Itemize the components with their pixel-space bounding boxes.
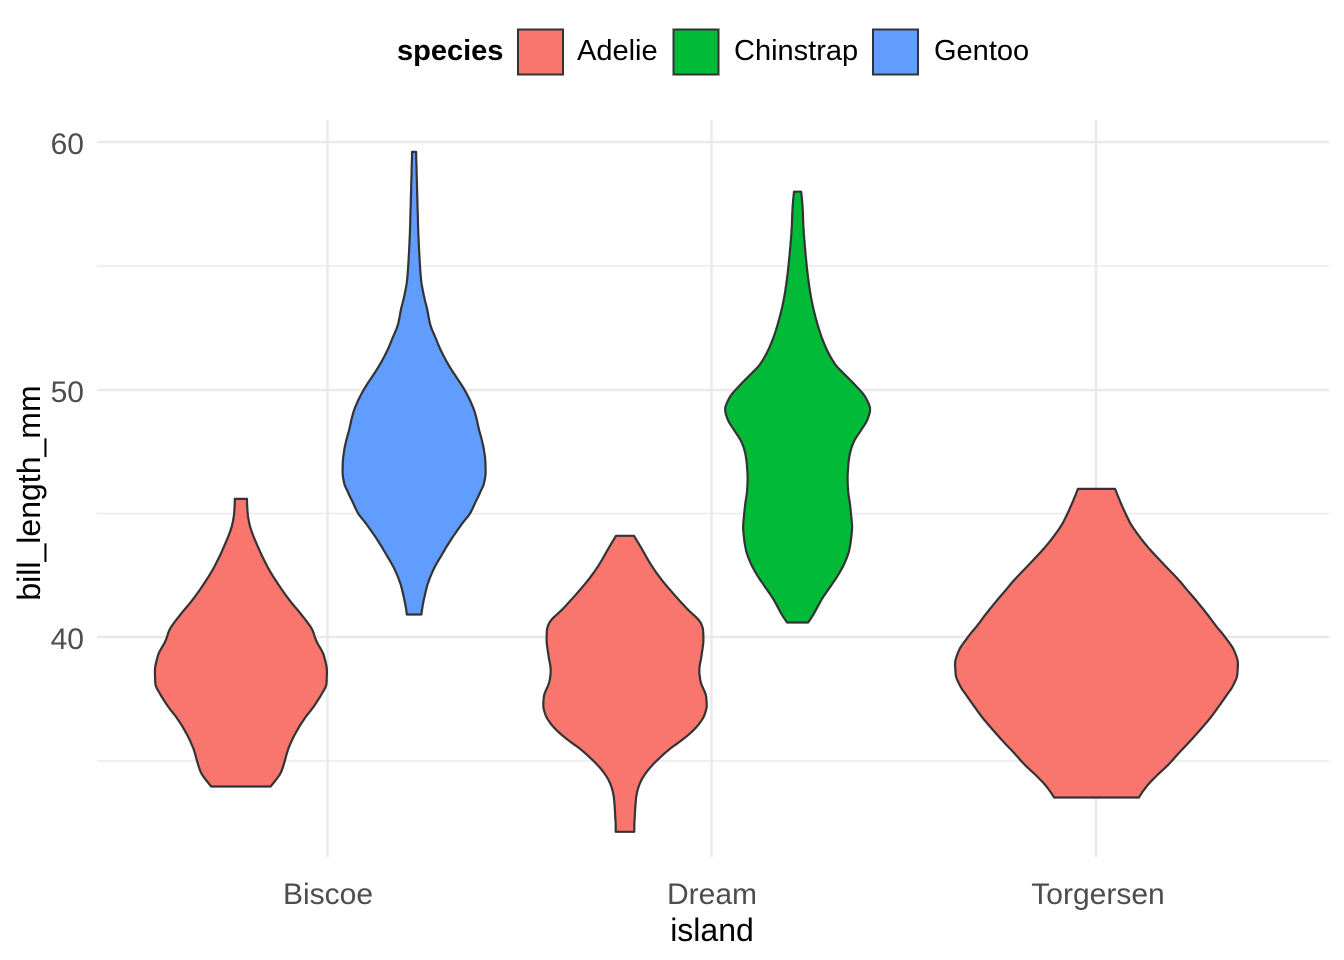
svg-text:Chinstrap: Chinstrap	[734, 35, 858, 67]
svg-text:Adelie: Adelie	[577, 35, 658, 67]
svg-text:bill_length_mm: bill_length_mm	[11, 385, 47, 600]
svg-text:60: 60	[51, 128, 84, 161]
svg-text:Biscoe: Biscoe	[283, 878, 373, 911]
svg-text:40: 40	[51, 623, 84, 656]
svg-text:species: species	[397, 35, 503, 67]
svg-text:Torgersen: Torgersen	[1031, 878, 1164, 911]
svg-text:Gentoo: Gentoo	[934, 35, 1029, 67]
svg-text:island: island	[670, 912, 754, 948]
svg-text:Dream: Dream	[667, 878, 757, 911]
svg-text:50: 50	[51, 376, 84, 409]
